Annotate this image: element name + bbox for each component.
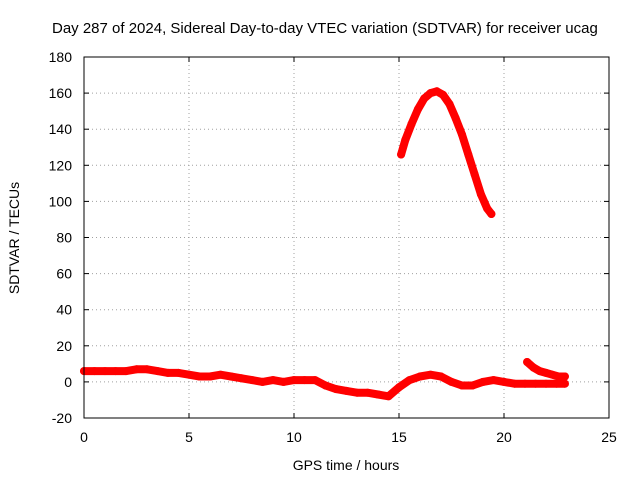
data-series	[80, 87, 569, 401]
data-point	[332, 385, 340, 394]
chart-title: Day 287 of 2024, Sidereal Day-to-day VTE…	[52, 20, 598, 37]
y-tick-label: -20	[52, 410, 72, 426]
data-point	[554, 372, 563, 381]
data-point	[437, 372, 445, 381]
data-point	[487, 210, 496, 218]
data-point	[132, 365, 141, 374]
y-tick-label: 100	[49, 193, 73, 209]
data-point	[458, 130, 466, 139]
data-point	[445, 99, 454, 108]
data-point	[397, 150, 406, 159]
data-point	[269, 376, 277, 385]
data-point	[321, 381, 330, 390]
data-point	[521, 379, 529, 388]
data-point	[426, 89, 435, 98]
data-point	[560, 379, 569, 388]
data-point	[447, 377, 456, 386]
y-tick-label: 180	[49, 49, 73, 65]
data-point	[90, 367, 99, 376]
data-point	[195, 372, 204, 381]
data-point	[101, 367, 109, 376]
series-1	[397, 87, 496, 218]
data-point	[353, 388, 361, 397]
data-point	[311, 376, 319, 385]
series-2	[523, 358, 569, 381]
data-point	[552, 379, 561, 388]
data-point	[401, 136, 410, 144]
x-tick-label: 0	[80, 429, 88, 445]
data-point	[542, 379, 550, 388]
y-axis-label: SDTVAR / TECUs	[6, 182, 22, 294]
data-point	[164, 368, 172, 377]
data-point	[464, 150, 473, 159]
data-point	[363, 388, 372, 397]
data-point	[405, 376, 414, 385]
data-point	[500, 377, 508, 386]
data-point	[143, 365, 151, 374]
data-point	[479, 377, 487, 386]
data-point	[458, 381, 466, 390]
data-point	[216, 370, 225, 379]
x-axis-label: GPS time / hours	[293, 457, 400, 473]
data-point	[413, 105, 422, 114]
data-point	[560, 372, 569, 381]
x-tick-label: 10	[286, 429, 302, 445]
data-point	[529, 363, 538, 372]
x-tick-label: 5	[185, 429, 193, 445]
data-point	[395, 383, 403, 392]
data-point	[227, 372, 235, 381]
data-point	[489, 376, 498, 385]
data-point	[483, 204, 492, 213]
data-point	[535, 367, 544, 376]
data-point	[510, 379, 519, 388]
data-point	[523, 358, 532, 366]
x-tick-label: 20	[496, 429, 512, 445]
data-point	[548, 370, 557, 379]
data-point	[407, 119, 416, 128]
data-point	[476, 190, 485, 199]
data-point	[300, 376, 309, 385]
data-point	[206, 372, 214, 381]
data-point	[174, 368, 183, 377]
y-tick-label: 20	[56, 338, 72, 354]
x-tick-label: 25	[601, 429, 617, 445]
series-line	[397, 87, 496, 218]
data-point	[451, 114, 460, 123]
x-tick-label: 15	[391, 429, 407, 445]
y-tick-label: 80	[56, 230, 72, 246]
data-point	[420, 94, 429, 103]
axis-ticks: 0 5 10 15 20 25 -20 0 20 40 60 80 100 120 140 160 180	[49, 49, 617, 445]
data-point	[470, 170, 479, 179]
series-0	[80, 365, 569, 401]
data-point	[342, 386, 351, 395]
data-point	[185, 370, 193, 379]
data-point	[374, 390, 382, 399]
y-tick-label: 40	[56, 302, 72, 318]
data-point	[279, 377, 288, 386]
data-point	[531, 379, 540, 388]
data-point	[122, 367, 130, 376]
data-point	[432, 87, 441, 96]
data-point	[468, 381, 477, 390]
y-tick-label: 60	[56, 266, 72, 282]
y-tick-label: 140	[49, 121, 73, 137]
data-point	[248, 376, 256, 385]
data-point	[153, 367, 162, 376]
data-point	[416, 372, 424, 381]
data-point	[439, 90, 448, 99]
y-tick-label: 0	[64, 374, 72, 390]
data-point	[258, 377, 267, 386]
data-point	[290, 376, 298, 385]
data-point	[426, 370, 435, 379]
data-point	[237, 374, 246, 383]
grid	[84, 57, 609, 418]
data-point	[111, 367, 120, 376]
data-point	[542, 368, 550, 377]
y-tick-label: 120	[49, 157, 73, 173]
y-tick-label: 160	[49, 85, 73, 101]
data-point	[384, 392, 393, 401]
